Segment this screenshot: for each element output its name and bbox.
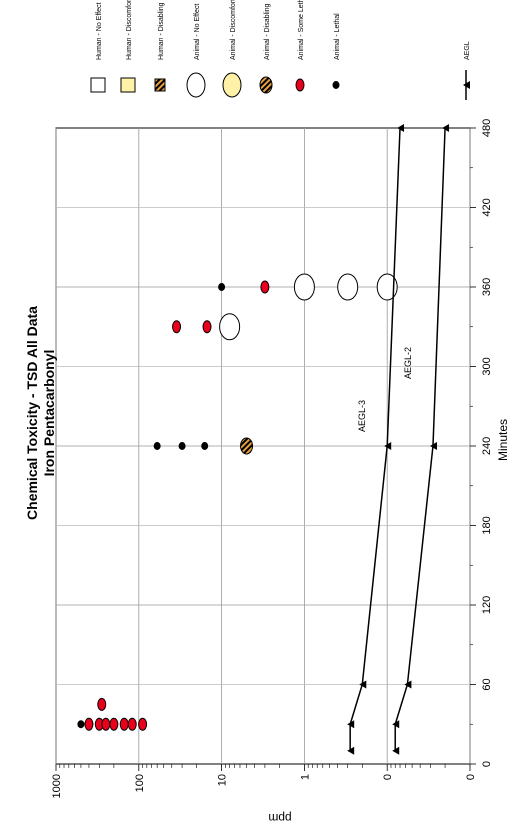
series-group — [240, 437, 254, 455]
data-point — [376, 273, 398, 301]
chart-subtitle: Iron Pentacarbonyl — [41, 350, 57, 477]
legend-item: Animal - No Effect — [186, 4, 206, 98]
x-tick-label: 360 — [481, 278, 493, 296]
y-tick-label: 0 — [382, 774, 394, 780]
legend-label: Human - Discomfort — [126, 0, 133, 60]
aegl-point — [347, 746, 355, 755]
legend-label: Animal - Lethal — [334, 13, 341, 60]
legend-label: Animal - No Effect — [194, 4, 201, 60]
legend-label: Human - No Effect — [96, 2, 103, 60]
legend-item: Human - Discomfort — [120, 0, 136, 93]
x-tick-label: 180 — [481, 516, 493, 534]
y-tick-label: 1000 — [51, 774, 63, 798]
data-point — [153, 442, 161, 450]
annotation-label: AEGL-2 — [403, 347, 413, 379]
legend-symbol — [186, 72, 206, 98]
chart-title: Chemical Toxicity - TSD All Data — [24, 306, 40, 520]
aegl-point — [347, 720, 355, 729]
data-point — [97, 697, 107, 711]
x-tick-label: 480 — [481, 119, 493, 137]
data-point — [127, 717, 137, 731]
y-tick-label: 1 — [299, 774, 311, 780]
x-tick-label: 300 — [481, 357, 493, 375]
legend-item: Animal - Some Lethality — [295, 0, 305, 92]
data-point — [138, 717, 148, 731]
data-point — [202, 320, 212, 334]
legend-symbol — [154, 78, 166, 92]
legend-item: Human - No Effect — [90, 2, 106, 93]
legend-symbol — [222, 72, 242, 98]
data-point — [240, 437, 254, 455]
legend-symbol — [259, 76, 273, 94]
legend-label: Animal - Discomfort — [230, 0, 237, 60]
aegl-point — [404, 680, 412, 689]
x-axis-label: Minutes — [496, 419, 510, 461]
series-group — [77, 283, 226, 729]
y-tick-label: 10 — [217, 774, 229, 786]
legend-label: Animal - Disabling — [264, 3, 271, 60]
data-point — [260, 280, 270, 294]
data-point — [337, 273, 359, 301]
aegl-point — [429, 442, 437, 450]
legend-item: Animal - Disabling — [259, 3, 273, 94]
x-tick-label: 120 — [481, 596, 493, 614]
aegl-point — [359, 680, 367, 689]
aegl-point — [392, 746, 400, 755]
data-point — [172, 320, 182, 334]
series-group — [392, 124, 450, 755]
legend: Human - No Effect Human - Discomfort Human… — [90, 0, 471, 100]
axis-ticks: 0 0 1 10 100 1000 0 60 120 180 240 300 360 420 480 — [51, 119, 493, 799]
x-tick-label: 240 — [481, 437, 493, 455]
x-tick-label: 0 — [481, 761, 493, 767]
legend-item: Animal - Discomfort — [222, 0, 242, 98]
data-point — [201, 442, 209, 450]
aegl-point — [442, 124, 450, 132]
data-point — [293, 273, 315, 301]
legend-label: Human - Disabling — [158, 2, 165, 60]
data-point — [77, 720, 85, 729]
x-tick-label: 60 — [481, 678, 493, 690]
data-point — [119, 717, 129, 731]
series-group — [219, 273, 398, 341]
legend-symbol — [463, 81, 470, 89]
x-tick-label: 420 — [481, 198, 493, 216]
aegl-point — [384, 442, 392, 450]
legend-item: AEGL — [463, 41, 471, 100]
data-series: AEGL-3 AEGL-2 — [77, 124, 450, 755]
y-tick-label: 0 — [465, 774, 477, 780]
legend-item: Animal - Lethal — [332, 13, 341, 89]
data-point — [109, 717, 119, 731]
aegl-point — [397, 124, 405, 132]
legend-symbol — [295, 78, 305, 92]
plot-area — [55, 127, 471, 765]
aegl-point — [392, 720, 400, 729]
legend-symbol — [332, 81, 340, 89]
legend-label: Animal - Some Lethality — [298, 0, 305, 60]
data-point — [218, 283, 226, 291]
data-point — [101, 717, 111, 731]
series-group — [347, 124, 405, 755]
data-point — [178, 442, 186, 450]
legend-label: AEGL — [464, 41, 471, 60]
data-point — [84, 717, 94, 731]
legend-symbol — [120, 77, 136, 93]
y-tick-label: 100 — [134, 774, 146, 792]
data-point — [219, 313, 241, 341]
legend-item: Human - Disabling — [154, 2, 166, 92]
annotation-label: AEGL-3 — [357, 400, 367, 432]
y-axis-label: ppm — [268, 811, 291, 825]
legend-symbol — [90, 77, 106, 93]
series-group — [84, 280, 270, 731]
